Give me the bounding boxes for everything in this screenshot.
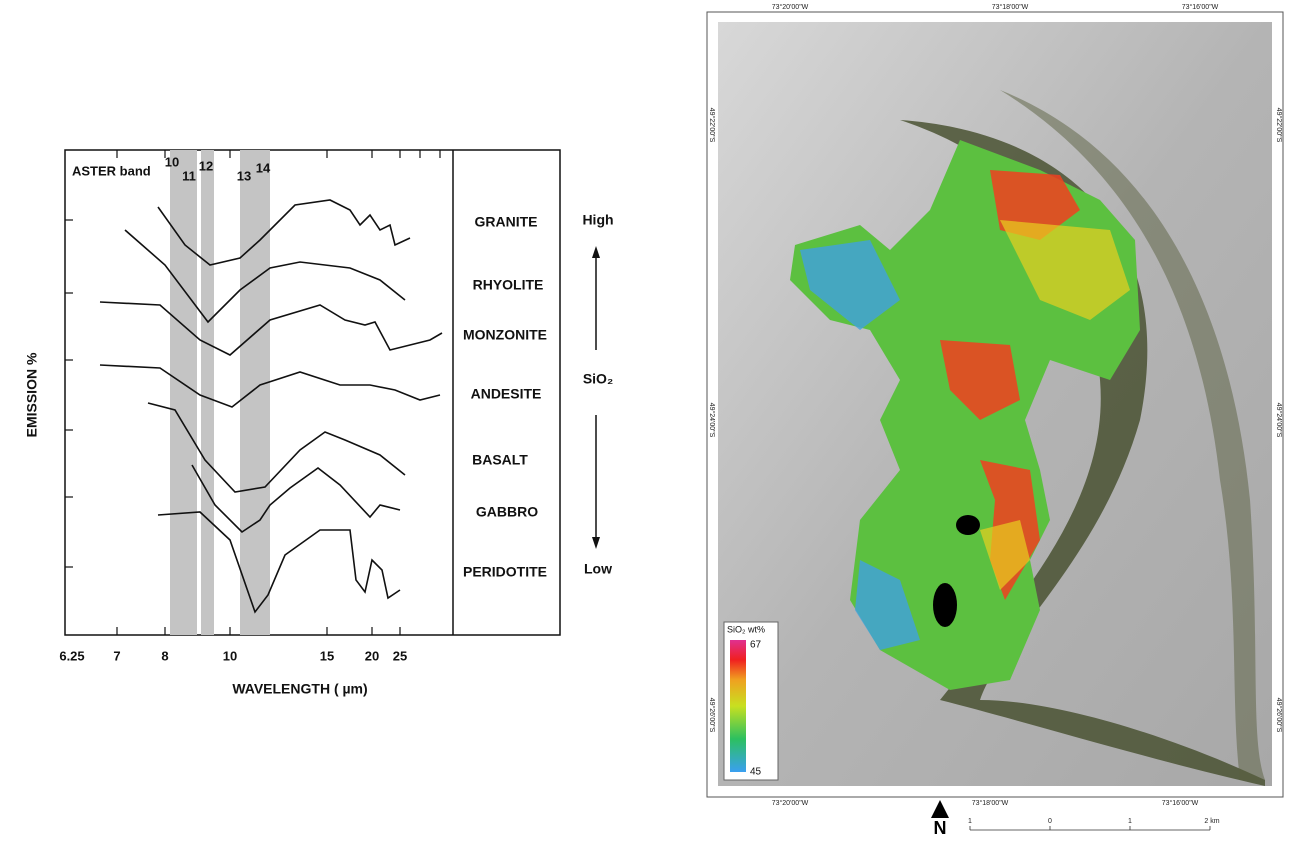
north-arrow	[931, 800, 949, 818]
rock-label: GABBRO	[476, 504, 538, 520]
map-panel: SiO₂ wt% 67 45 73°20'00"W 73°18'00"W 73°…	[706, 3, 1284, 838]
rock-label: ANDESITE	[471, 386, 542, 402]
lake	[956, 515, 980, 535]
coord-label: 49°24'00"S	[708, 403, 716, 438]
coord-label: 73°16'00"W	[1182, 3, 1219, 11]
x-tick-label: 15	[320, 648, 334, 663]
band-number: 10	[165, 154, 179, 169]
low-sio2	[800, 240, 920, 650]
spectra-frame	[64, 149, 561, 636]
rock-label: MONZONITE	[463, 327, 547, 343]
sio2-arrows	[592, 246, 600, 549]
coord-label: 73°20'00"W	[772, 3, 809, 11]
band-number: 13	[237, 168, 251, 183]
x-tick-label: 7	[113, 648, 120, 663]
rock-label: BASALT	[472, 452, 528, 468]
dark-streak	[1000, 90, 1265, 780]
scale-tick: 0	[1048, 818, 1052, 825]
rock-label: PERIDOTITE	[463, 564, 547, 580]
coord-label: 49°22'00"S	[1275, 108, 1283, 143]
scale-high: High	[582, 212, 613, 228]
coord-label: 73°18'00"W	[992, 3, 1029, 11]
x-tick-label: 20	[365, 648, 379, 663]
coord-label: 73°16'00"W	[1162, 799, 1199, 807]
coord-label: 49°22'00"S	[708, 108, 716, 143]
x-tick-label: 8	[161, 648, 168, 663]
x-tick-label: 6.25	[59, 648, 84, 663]
legend-title: SiO₂ wt%	[727, 624, 765, 634]
band-number: 12	[199, 158, 213, 173]
coord-label: 49°26'00"S	[708, 698, 716, 733]
band-shade	[170, 150, 197, 635]
spectra-panel: ASTER band 10 11 12 13 14 GRANITE RHYOLI…	[24, 149, 614, 697]
rock-label: GRANITE	[475, 214, 538, 230]
band-number: 14	[256, 160, 271, 175]
rock-label: RHYOLITE	[473, 277, 544, 293]
scale-low: Low	[584, 561, 612, 577]
coord-label: 73°18'00"W	[972, 799, 1009, 807]
mid-sio2	[980, 220, 1130, 590]
band-shade	[240, 150, 270, 635]
band-number: 11	[182, 168, 196, 183]
coord-label: 49°26'00"S	[1275, 698, 1283, 733]
lake	[933, 583, 957, 627]
legend-gradient	[730, 640, 746, 772]
high-sio2	[940, 170, 1080, 600]
x-label: WAVELENGTH ( µm)	[232, 681, 367, 697]
y-label: EMISSION %	[24, 352, 40, 437]
band-label: ASTER band	[72, 163, 151, 178]
coord-label: 49°24'00"S	[1275, 403, 1283, 438]
band-shade	[201, 150, 214, 635]
scale-tick: 1	[1128, 818, 1132, 825]
coord-label: 73°20'00"W	[772, 799, 809, 807]
spectra-curves	[99, 199, 443, 614]
x-tick-label: 25	[393, 648, 407, 663]
ticks	[65, 150, 441, 635]
scale-tick: 1	[968, 818, 972, 825]
scale-mid: SiO₂	[583, 371, 613, 387]
legend-min: 45	[750, 767, 762, 778]
north-label: N	[934, 818, 947, 838]
legend-max: 67	[750, 640, 762, 651]
map-frame	[706, 11, 1284, 798]
scale-bar	[969, 826, 1211, 831]
x-tick-label: 10	[223, 648, 237, 663]
scale-tick: 2 km	[1204, 818, 1219, 825]
